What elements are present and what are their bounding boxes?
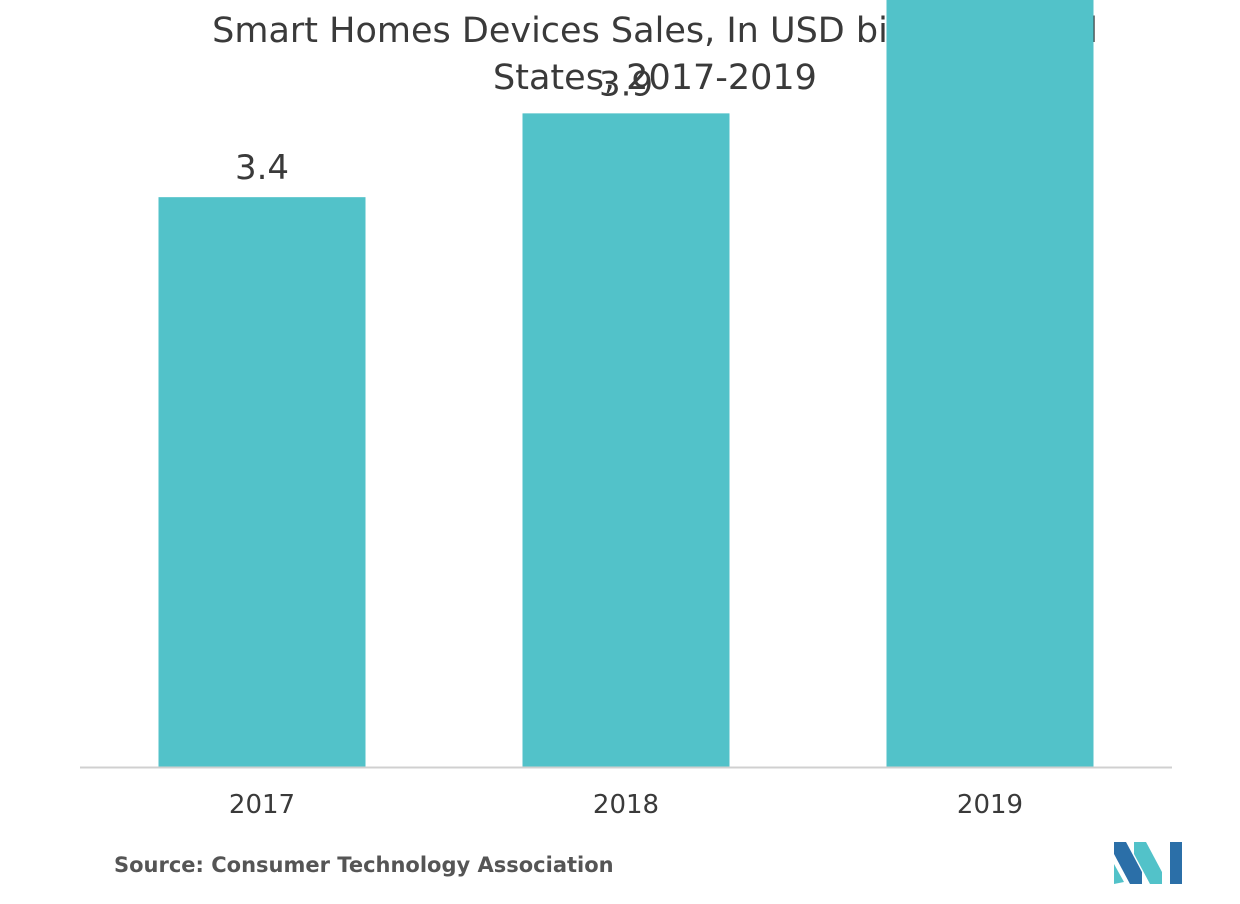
x-tick-label-2017: 2017 xyxy=(229,790,295,820)
value-label-2018: 3.9 xyxy=(599,64,653,104)
logo-mid-stroke xyxy=(1134,842,1162,884)
bar-2019 xyxy=(886,0,1094,768)
logo-right-stroke xyxy=(1170,842,1182,884)
value-labels-layer: 3.43.94.6 xyxy=(235,64,653,188)
bar-2018 xyxy=(522,113,730,768)
x-tick-label-2018: 2018 xyxy=(593,790,659,820)
tick-labels-layer: 2017 2018 2019 xyxy=(229,790,1023,820)
x-tick-label-2019: 2019 xyxy=(957,790,1023,820)
source-note: Source: Consumer Technology Association xyxy=(114,853,614,877)
logo-left-stroke xyxy=(1114,842,1142,884)
brand-logo-icon xyxy=(1114,842,1182,884)
bar-2017 xyxy=(158,197,366,767)
bars-layer xyxy=(158,0,1094,768)
value-label-2017: 3.4 xyxy=(235,148,289,188)
logo-left-base xyxy=(1114,864,1124,884)
